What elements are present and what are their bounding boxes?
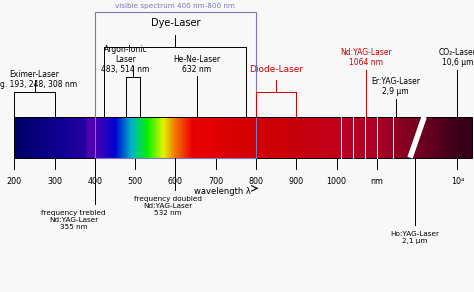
Text: Er:YAG-Laser
2,9 μm: Er:YAG-Laser 2,9 μm xyxy=(371,77,420,96)
Text: 300: 300 xyxy=(47,177,62,186)
Text: Eximer-Laser
e.g. 193, 248, 308 nm: Eximer-Laser e.g. 193, 248, 308 nm xyxy=(0,70,77,89)
Text: nm: nm xyxy=(370,177,383,186)
Text: Diode-Laser: Diode-Laser xyxy=(249,65,303,74)
Text: visible spectrum 400 nm-800 nm: visible spectrum 400 nm-800 nm xyxy=(116,3,235,9)
Text: 200: 200 xyxy=(7,177,22,186)
Bar xyxy=(95,12,256,158)
Text: He-Ne-Laser
632 nm: He-Ne-Laser 632 nm xyxy=(173,55,220,74)
Text: 500: 500 xyxy=(128,177,143,186)
Text: 1000: 1000 xyxy=(327,177,346,186)
Text: CO₂-Laser
10,6 μm: CO₂-Laser 10,6 μm xyxy=(438,48,474,67)
Text: 900: 900 xyxy=(289,177,304,186)
Text: 600: 600 xyxy=(168,177,183,186)
Text: Nd:YAG-Laser
1064 nm: Nd:YAG-Laser 1064 nm xyxy=(340,48,392,67)
Text: 800: 800 xyxy=(248,177,264,186)
Bar xyxy=(14,117,472,158)
Text: 400: 400 xyxy=(87,177,102,186)
Text: Ho:YAG-Laser
2,1 μm: Ho:YAG-Laser 2,1 μm xyxy=(390,231,439,244)
Text: frequency trebled
Nd:YAG-Laser
355 nm: frequency trebled Nd:YAG-Laser 355 nm xyxy=(41,210,106,230)
Text: wavelength λ: wavelength λ xyxy=(194,187,251,196)
Text: 10⁴: 10⁴ xyxy=(451,177,464,186)
Text: frequency doubled
Nd:YAG-Laser
532 nm: frequency doubled Nd:YAG-Laser 532 nm xyxy=(134,196,202,215)
Text: 700: 700 xyxy=(208,177,223,186)
Text: Dye-Laser: Dye-Laser xyxy=(151,18,200,28)
Text: Argon-Ionic
Laser
483, 514 nm: Argon-Ionic Laser 483, 514 nm xyxy=(101,45,150,74)
